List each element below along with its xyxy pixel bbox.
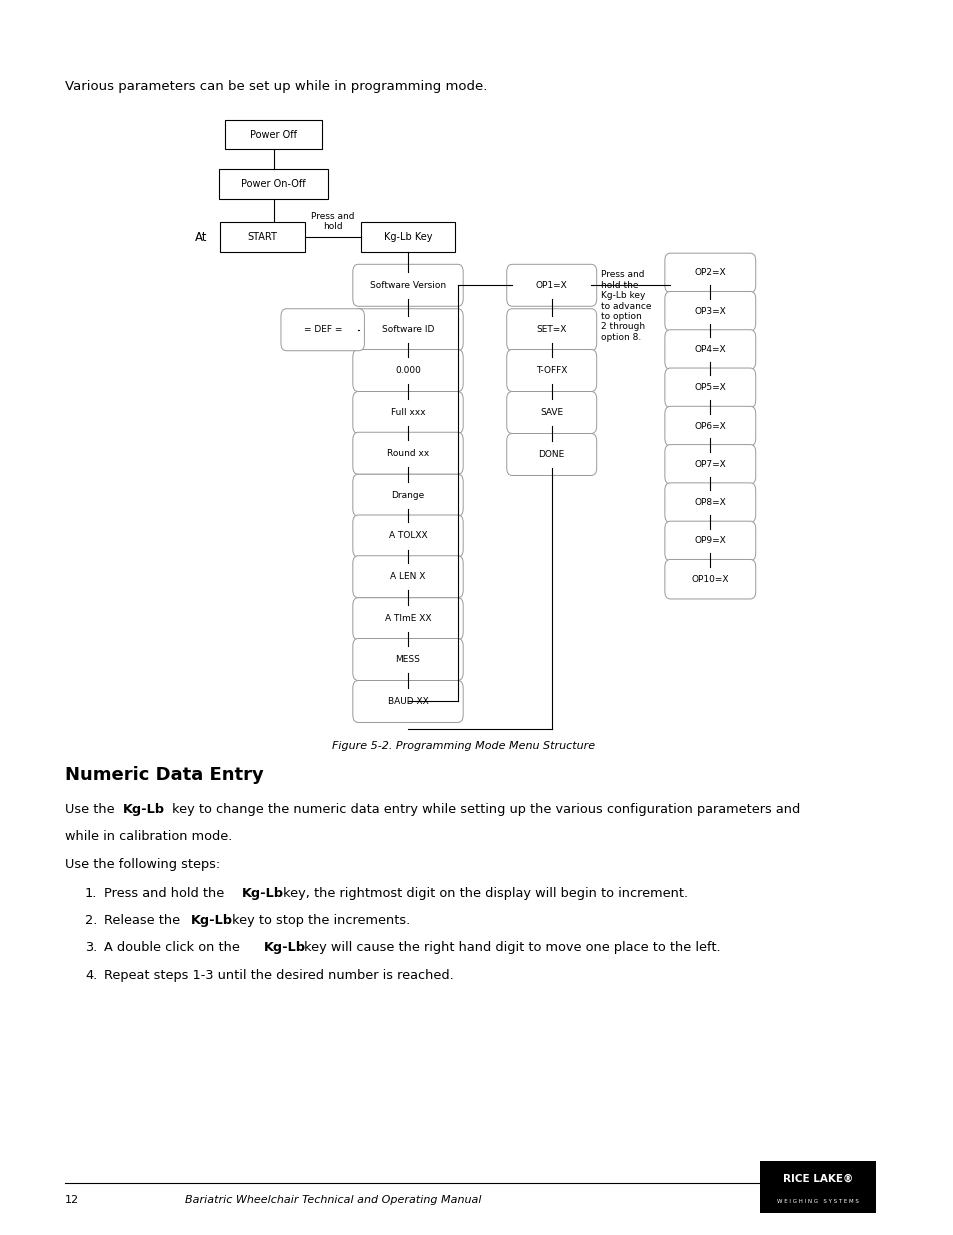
Text: SAVE: SAVE	[539, 408, 562, 417]
Text: 12: 12	[65, 1195, 79, 1205]
Text: At: At	[194, 231, 207, 243]
FancyBboxPatch shape	[664, 330, 755, 369]
FancyBboxPatch shape	[506, 264, 596, 306]
Text: Full xxx: Full xxx	[391, 408, 425, 417]
Text: START: START	[247, 232, 277, 242]
FancyBboxPatch shape	[353, 264, 463, 306]
Text: Release the: Release the	[104, 914, 184, 927]
Text: Figure 5-2. Programming Mode Menu Structure: Figure 5-2. Programming Mode Menu Struct…	[332, 741, 595, 751]
FancyBboxPatch shape	[353, 598, 463, 640]
Text: MESS: MESS	[395, 655, 420, 664]
Text: A TImE XX: A TImE XX	[384, 614, 431, 624]
Text: OP7=X: OP7=X	[694, 459, 725, 469]
FancyBboxPatch shape	[353, 680, 463, 722]
FancyBboxPatch shape	[353, 309, 463, 351]
Text: key, the rightmost digit on the display will begin to increment.: key, the rightmost digit on the display …	[278, 887, 687, 900]
Text: Press and hold the: Press and hold the	[104, 887, 228, 900]
Text: OP2=X: OP2=X	[694, 268, 725, 278]
FancyBboxPatch shape	[664, 445, 755, 484]
FancyBboxPatch shape	[506, 391, 596, 433]
FancyBboxPatch shape	[353, 556, 463, 598]
FancyBboxPatch shape	[664, 521, 755, 561]
Text: Power Off: Power Off	[250, 130, 296, 140]
FancyBboxPatch shape	[664, 483, 755, 522]
Text: Power On-Off: Power On-Off	[241, 179, 306, 189]
Text: Press and
hold: Press and hold	[311, 211, 355, 231]
Text: W E I G H I N G   S Y S T E M S: W E I G H I N G S Y S T E M S	[777, 1199, 859, 1204]
Text: Software Version: Software Version	[370, 280, 446, 290]
Text: Use the: Use the	[65, 803, 118, 816]
Text: Various parameters can be set up while in programming mode.: Various parameters can be set up while i…	[65, 80, 487, 94]
Text: Use the following steps:: Use the following steps:	[65, 858, 220, 872]
Text: OP1=X: OP1=X	[536, 280, 567, 290]
Text: DONE: DONE	[538, 450, 564, 459]
Text: 2.: 2.	[85, 914, 97, 927]
Text: RICE LAKE®: RICE LAKE®	[782, 1174, 853, 1184]
FancyBboxPatch shape	[225, 120, 322, 149]
FancyBboxPatch shape	[664, 291, 755, 331]
Text: OP6=X: OP6=X	[694, 421, 725, 431]
Text: Bariatric Wheelchair Technical and Operating Manual: Bariatric Wheelchair Technical and Opera…	[185, 1195, 481, 1205]
Text: key will cause the right hand digit to move one place to the left.: key will cause the right hand digit to m…	[300, 941, 720, 955]
Text: OP10=X: OP10=X	[691, 574, 728, 584]
Text: T-OFFX: T-OFFX	[536, 366, 567, 375]
FancyBboxPatch shape	[360, 222, 455, 252]
Text: key to change the numeric data entry while setting up the various configuration : key to change the numeric data entry whi…	[168, 803, 800, 816]
Text: Software ID: Software ID	[381, 325, 434, 335]
Text: while in calibration mode.: while in calibration mode.	[65, 830, 232, 844]
FancyBboxPatch shape	[353, 515, 463, 557]
Text: Kg-Lb Key: Kg-Lb Key	[383, 232, 432, 242]
Text: OP8=X: OP8=X	[694, 498, 725, 508]
Text: A double click on the: A double click on the	[104, 941, 244, 955]
Text: SET=X: SET=X	[536, 325, 566, 335]
Text: OP9=X: OP9=X	[694, 536, 725, 546]
FancyBboxPatch shape	[664, 406, 755, 446]
FancyBboxPatch shape	[218, 169, 328, 199]
Text: Press and
hold the
Kg-Lb key
to advance
to option
2 through
option 8.: Press and hold the Kg-Lb key to advance …	[600, 270, 651, 342]
FancyBboxPatch shape	[281, 309, 364, 351]
FancyBboxPatch shape	[664, 253, 755, 293]
FancyBboxPatch shape	[506, 309, 596, 351]
Text: A LEN X: A LEN X	[390, 572, 425, 582]
FancyBboxPatch shape	[506, 433, 596, 475]
Text: Kg-Lb: Kg-Lb	[123, 803, 165, 816]
Text: OP4=X: OP4=X	[694, 345, 725, 354]
Text: A TOLXX: A TOLXX	[388, 531, 427, 541]
Text: OP5=X: OP5=X	[694, 383, 725, 393]
Text: OP3=X: OP3=X	[694, 306, 725, 316]
FancyBboxPatch shape	[664, 368, 755, 408]
Text: 3.: 3.	[85, 941, 97, 955]
FancyBboxPatch shape	[219, 222, 305, 252]
FancyBboxPatch shape	[353, 350, 463, 391]
Text: Kg-Lb: Kg-Lb	[191, 914, 233, 927]
FancyBboxPatch shape	[664, 559, 755, 599]
Text: Round xx: Round xx	[387, 448, 429, 458]
Bar	[760, 1161, 876, 1213]
Text: Repeat steps 1-3 until the desired number is reached.: Repeat steps 1-3 until the desired numbe…	[104, 969, 453, 983]
Text: Drange: Drange	[391, 490, 424, 500]
FancyBboxPatch shape	[353, 638, 463, 680]
Text: 0.000: 0.000	[395, 366, 420, 375]
Text: = DEF =: = DEF =	[303, 325, 341, 335]
Text: BAUD XX: BAUD XX	[387, 697, 428, 706]
Text: Numeric Data Entry: Numeric Data Entry	[65, 766, 263, 784]
Text: 1.: 1.	[85, 887, 97, 900]
FancyBboxPatch shape	[353, 432, 463, 474]
FancyBboxPatch shape	[353, 391, 463, 433]
FancyBboxPatch shape	[506, 350, 596, 391]
Text: 4.: 4.	[85, 969, 97, 983]
FancyBboxPatch shape	[353, 474, 463, 516]
Text: key to stop the increments.: key to stop the increments.	[228, 914, 410, 927]
Text: Kg-Lb: Kg-Lb	[264, 941, 306, 955]
Text: Kg-Lb: Kg-Lb	[242, 887, 284, 900]
